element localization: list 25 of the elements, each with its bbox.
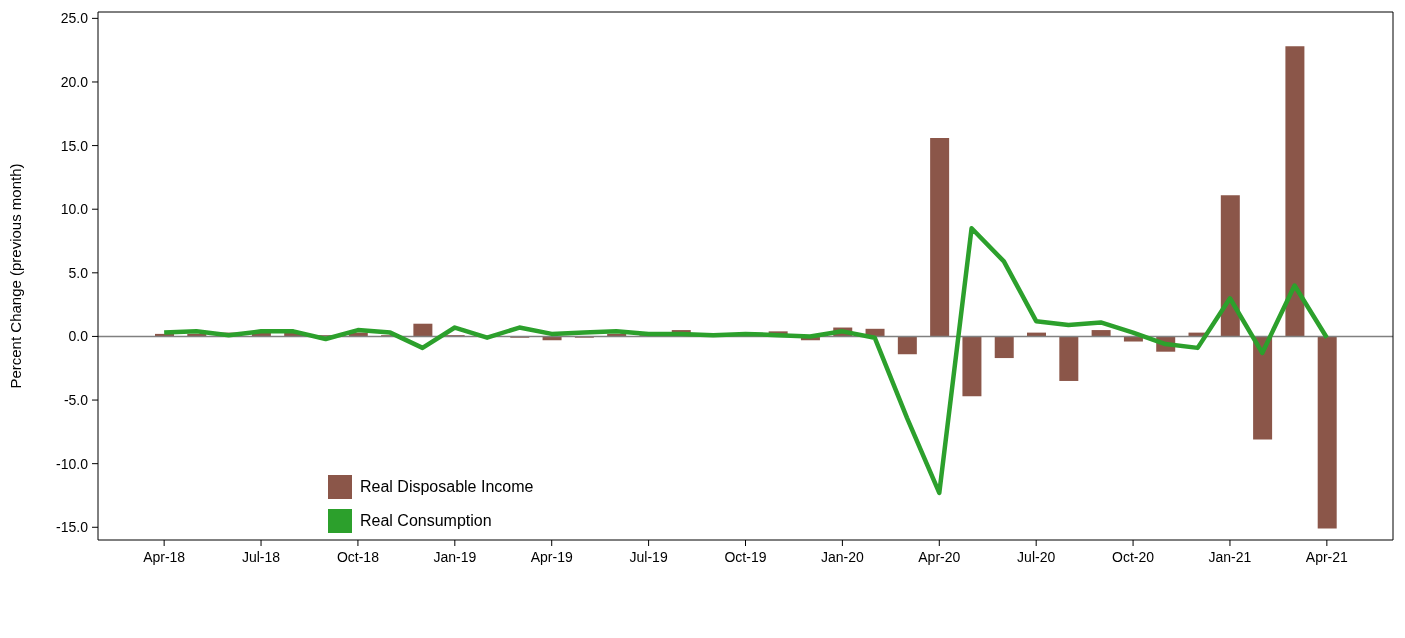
legend-label: Real Disposable Income <box>360 478 534 496</box>
y-tick-label: 5.0 <box>68 264 89 281</box>
x-tick-label: Jul-20 <box>1017 549 1056 565</box>
x-tick-label: Jul-18 <box>241 549 281 565</box>
y-tick-label: 25.0 <box>60 10 89 27</box>
legend-label: Real Consumption <box>360 512 492 530</box>
x-tick-label: Jan-20 <box>820 549 865 565</box>
x-tick-label: Jan-21 <box>1208 549 1252 565</box>
y-tick-label: 10.0 <box>60 201 89 218</box>
x-tick-label: Oct-18 <box>336 549 380 565</box>
x-tick-label: Apr-21 <box>1305 549 1349 565</box>
y-tick-label: 0.0 <box>68 328 89 345</box>
x-tick-label: Oct-20 <box>1112 549 1155 565</box>
x-tick-label: Apr-19 <box>530 549 573 565</box>
x-tick-label: Oct-19 <box>724 549 767 565</box>
y-tick-label: -15.0 <box>56 519 89 536</box>
y-tick-label: 20.0 <box>60 73 89 90</box>
x-tick-label: Apr-20 <box>918 549 961 565</box>
y-axis-title: Percent Change (previous month) <box>7 163 25 389</box>
x-tick-label: Apr-18 <box>143 549 186 565</box>
y-tick-label: -10.0 <box>56 455 89 472</box>
y-tick-label: -5.0 <box>63 392 89 409</box>
x-tick-label: Jan-19 <box>433 549 477 565</box>
x-tick-label: Jul-19 <box>629 549 668 565</box>
y-tick-label: 15.0 <box>60 137 89 154</box>
